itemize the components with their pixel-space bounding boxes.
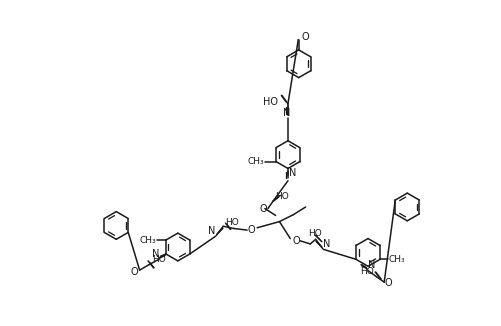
Text: HO: HO (263, 97, 278, 107)
Text: N: N (368, 260, 375, 270)
Text: HO: HO (225, 218, 238, 227)
Text: N: N (151, 248, 159, 259)
Text: CH₃: CH₃ (248, 157, 265, 166)
Text: HO: HO (308, 230, 322, 238)
Text: N: N (290, 169, 297, 179)
Text: O: O (260, 203, 267, 214)
Text: O: O (302, 32, 310, 42)
Text: N: N (284, 109, 291, 118)
Text: O: O (293, 236, 300, 246)
Text: N: N (208, 226, 215, 236)
Text: HO: HO (360, 267, 374, 276)
Text: O: O (385, 278, 393, 288)
Text: O: O (247, 225, 255, 235)
Text: HO: HO (152, 255, 166, 264)
Text: CH₃: CH₃ (388, 255, 405, 264)
Text: O: O (130, 267, 138, 277)
Text: CH₃: CH₃ (139, 236, 156, 244)
Text: N: N (323, 239, 331, 249)
Text: HO: HO (275, 192, 289, 201)
